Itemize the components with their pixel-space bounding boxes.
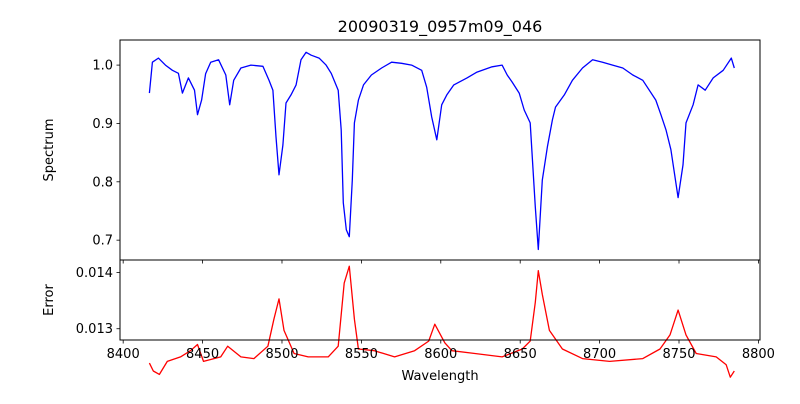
y-axis-label-spectrum: Spectrum <box>42 119 57 182</box>
x-axis-label: Wavelength <box>401 369 478 384</box>
spectrum-y-tick-label: 1.0 <box>92 59 113 74</box>
error-axes-frame <box>119 259 761 341</box>
chart-title: 20090319_0957m09_046 <box>338 17 543 37</box>
error-y-tick-label: 0.014 <box>76 266 113 281</box>
spectrum-y-tick-label: 0.8 <box>92 175 113 190</box>
error-x-tick-label: 8400 <box>107 347 140 362</box>
spectrum-y-tick-label: 0.7 <box>92 234 113 249</box>
error-x-tick-label: 8650 <box>504 347 537 362</box>
error-x-tick-label: 8600 <box>424 347 457 362</box>
error-x-tick-label: 8700 <box>583 347 616 362</box>
error-x-tick-label: 8750 <box>662 347 695 362</box>
error-x-tick-label: 8550 <box>345 347 378 362</box>
error-series-line <box>148 265 735 378</box>
spectrum-series-line <box>148 51 735 251</box>
y-axis-label-error: Error <box>42 284 57 316</box>
spectrum-y-tick-label: 0.9 <box>92 117 113 132</box>
error-y-tick-label: 0.013 <box>76 322 113 337</box>
error-x-tick-label: 8500 <box>265 347 298 362</box>
error-x-tick-label: 8450 <box>186 347 219 362</box>
error-x-tick-label: 8800 <box>742 347 775 362</box>
